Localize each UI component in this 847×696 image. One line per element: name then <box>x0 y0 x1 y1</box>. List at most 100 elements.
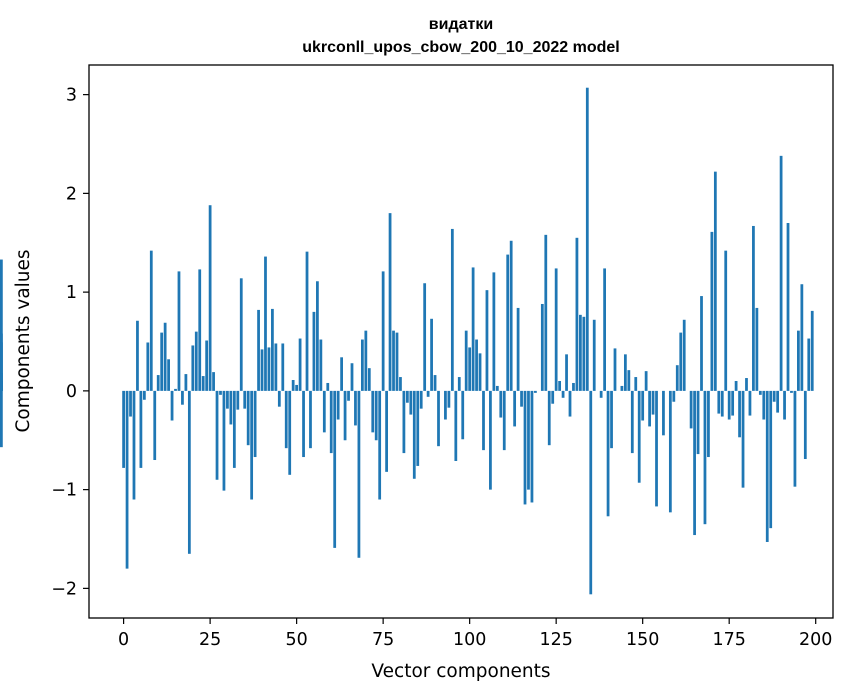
bar <box>454 390 458 461</box>
bar <box>264 256 267 391</box>
bar <box>589 390 593 595</box>
bar <box>322 390 326 433</box>
bar <box>572 382 575 391</box>
bar <box>700 296 703 391</box>
bar <box>516 307 520 391</box>
bar <box>492 272 496 391</box>
bar <box>630 390 634 454</box>
bar <box>758 390 762 395</box>
bar <box>693 390 696 536</box>
bar <box>551 390 555 404</box>
bar <box>489 390 492 490</box>
bar <box>291 380 295 391</box>
bar <box>395 332 399 391</box>
bar <box>554 268 558 391</box>
bar <box>724 250 728 391</box>
bar <box>478 353 482 391</box>
bar <box>475 339 478 391</box>
bar <box>312 311 316 391</box>
bar <box>620 385 624 391</box>
bar <box>662 390 665 436</box>
bar <box>444 390 447 420</box>
bar <box>385 390 388 472</box>
bar <box>734 381 738 391</box>
bar <box>125 390 129 569</box>
x-axis-label: Vector components <box>371 661 550 682</box>
bar <box>378 390 382 500</box>
chart-title: видатки <box>429 16 493 33</box>
bar <box>582 316 586 391</box>
y-tick-label: −2 <box>51 579 77 599</box>
bar <box>783 390 786 420</box>
bar <box>426 390 430 397</box>
bar <box>790 390 793 393</box>
bar <box>793 390 797 487</box>
bar <box>357 390 361 558</box>
bar <box>575 237 579 391</box>
bar <box>253 390 257 458</box>
x-tick-label: 50 <box>285 630 307 650</box>
bar <box>568 390 572 417</box>
bar <box>226 390 229 409</box>
bar <box>513 390 517 427</box>
bar <box>675 365 679 391</box>
bar <box>561 390 565 398</box>
y-tick-label: 1 <box>66 283 77 303</box>
x-tick-label: 75 <box>372 630 394 650</box>
chart-subtitle: ukrconll_upos_cbow_200_10_2022 model <box>302 39 619 56</box>
bar <box>208 205 212 391</box>
bar <box>163 322 167 391</box>
bar <box>731 390 735 416</box>
bar <box>755 307 759 391</box>
bar <box>212 372 215 391</box>
bar <box>797 330 800 391</box>
bar <box>205 340 209 391</box>
bar <box>610 390 613 449</box>
bar <box>447 390 451 408</box>
bar <box>340 357 343 391</box>
bar <box>800 284 804 391</box>
bar <box>281 343 285 391</box>
bar <box>146 342 150 391</box>
bar <box>201 376 205 391</box>
bar <box>634 377 638 391</box>
bar <box>520 390 523 407</box>
bar <box>343 390 347 441</box>
bar <box>464 330 468 391</box>
bar <box>752 225 755 391</box>
bar <box>540 303 544 391</box>
bar <box>707 390 710 458</box>
bar <box>713 171 717 391</box>
bar <box>689 390 693 429</box>
x-tick-label: 25 <box>199 630 221 650</box>
bar <box>0 373 3 391</box>
bar <box>745 378 748 391</box>
bar <box>644 371 648 391</box>
bar <box>0 259 3 391</box>
bar <box>347 390 350 401</box>
bar <box>257 309 260 391</box>
bar <box>298 338 302 391</box>
bar <box>741 390 745 488</box>
x-tick-label: 100 <box>453 630 486 650</box>
bar <box>544 234 548 391</box>
y-axis-label: Components values <box>13 249 34 432</box>
bar <box>129 390 132 417</box>
bar <box>485 290 489 391</box>
bar <box>374 390 378 441</box>
bar <box>194 331 198 391</box>
bar <box>423 283 427 391</box>
bar <box>509 240 513 391</box>
bar <box>430 318 433 391</box>
bar <box>579 314 582 391</box>
bar <box>167 359 170 391</box>
bar <box>565 354 568 391</box>
bar <box>696 390 700 455</box>
bar <box>336 390 340 420</box>
bar <box>388 213 392 391</box>
bar <box>350 363 354 391</box>
bar <box>170 390 174 421</box>
bar <box>139 390 143 468</box>
bar <box>187 390 191 554</box>
bar <box>613 348 617 391</box>
